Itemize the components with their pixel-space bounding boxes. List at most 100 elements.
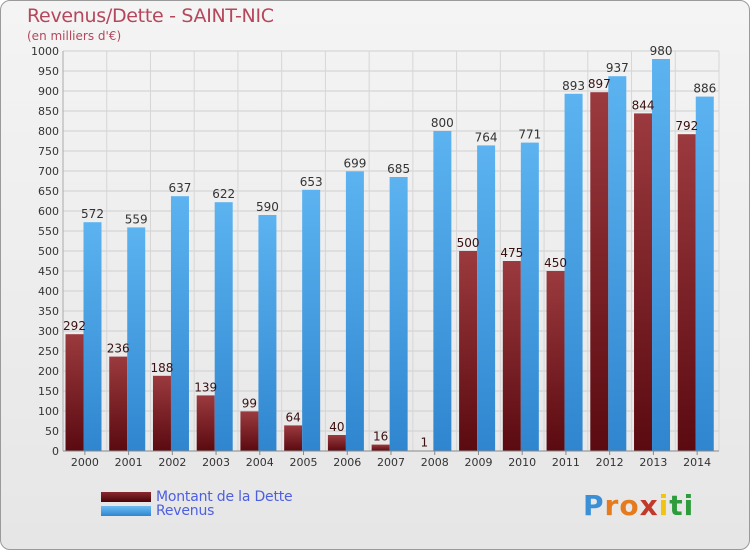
chart-title: Revenus/Dette - SAINT-NIC [27,5,274,27]
y-tick-label: 850 [38,105,59,118]
bar-revenue [652,59,671,451]
data-label-debt: 500 [457,236,480,250]
y-tick-label: 700 [38,165,59,178]
bar-revenue [477,145,496,451]
legend-swatch-debt [101,492,151,502]
x-tick-label: 2012 [596,456,624,469]
logo-letter: o [619,489,640,522]
legend-label-debt: Montant de la Dette [156,489,293,505]
y-tick-label: 350 [38,305,59,318]
x-tick-label: 2003 [202,456,230,469]
y-tick-label: 750 [38,145,59,158]
bar-revenue [695,96,714,451]
y-tick-label: 150 [38,385,59,398]
data-label-debt: 188 [151,361,174,375]
data-label-revenue: 800 [431,116,454,130]
data-label-debt: 40 [329,420,344,434]
bar-revenue [433,131,452,451]
bar-revenue [520,142,539,451]
logo-letter: r [604,489,620,522]
x-tick-label: 2001 [115,456,143,469]
bar-debt [284,425,303,451]
bar-revenue [214,202,233,451]
x-tick-label: 2002 [158,456,186,469]
x-tick-label: 2014 [683,456,711,469]
data-label-revenue: 886 [693,82,716,96]
data-label-debt: 292 [63,319,86,333]
data-label-debt: 897 [588,77,611,91]
data-label-debt: 99 [242,396,257,410]
y-tick-label: 550 [38,225,59,238]
bar-revenue [564,93,583,452]
data-label-debt: 844 [632,98,655,112]
bar-debt [327,435,346,451]
logo-letter: i [683,489,695,522]
x-tick-label: 2007 [377,456,405,469]
data-label-revenue: 980 [650,44,673,58]
x-tick-label: 2013 [639,456,667,469]
bar-debt [152,375,171,451]
data-label-debt: 450 [544,256,567,270]
data-label-revenue: 893 [562,79,585,93]
x-tick-label: 2008 [421,456,449,469]
y-tick-label: 500 [38,245,59,258]
data-label-revenue: 764 [475,130,498,144]
bar-revenue [389,177,408,451]
proxiti-logo: Proxiti [583,489,694,522]
y-tick-label: 50 [45,425,59,438]
data-label-debt: 64 [286,410,301,424]
y-tick-label: 650 [38,185,59,198]
bar-debt [502,261,521,451]
bar-revenue [345,171,364,451]
legend-item-debt: Montant de la Dette [101,489,293,505]
bar-revenue [127,227,146,451]
logo-letter: P [583,489,605,522]
data-label-revenue: 559 [125,212,148,226]
data-label-revenue: 937 [606,61,629,75]
y-tick-label: 900 [38,85,59,98]
data-label-revenue: 622 [212,187,235,201]
x-tick-label: 2009 [464,456,492,469]
bar-debt [546,271,565,451]
bar-debt [65,334,84,451]
x-tick-label: 2010 [508,456,536,469]
bar-revenue [170,196,189,451]
x-tick-label: 2006 [333,456,361,469]
y-tick-label: 1000 [31,45,59,58]
data-label-revenue: 590 [256,200,279,214]
bar-revenue [302,189,321,452]
y-tick-label: 400 [38,285,59,298]
bar-debt [196,395,215,451]
bar-debt [634,113,653,452]
y-tick-label: 450 [38,265,59,278]
data-label-revenue: 685 [387,162,410,176]
data-label-revenue: 653 [300,175,323,189]
bar-debt [109,356,128,451]
y-tick-label: 0 [52,445,59,458]
y-tick-label: 800 [38,125,59,138]
bar-debt [459,251,478,451]
data-label-revenue: 699 [343,156,366,170]
data-label-revenue: 771 [518,128,541,142]
data-label-debt: 236 [107,342,130,356]
logo-letter: t [669,489,684,522]
data-label-revenue: 637 [169,181,192,195]
logo-letter: x [639,489,659,522]
y-tick-label: 250 [38,345,59,358]
data-label-debt: 475 [500,246,523,260]
bar-debt [677,134,696,451]
bar-revenue [258,215,277,451]
y-tick-label: 950 [38,65,59,78]
x-tick-label: 2005 [290,456,318,469]
logo-letter: i [658,489,670,522]
y-tick-label: 200 [38,365,59,378]
bar-debt [371,444,390,451]
data-label-debt: 16 [373,430,388,444]
bar-revenue [608,76,627,451]
data-label-debt: 139 [194,380,217,394]
x-tick-label: 2004 [246,456,274,469]
legend-item-revenue: Revenus [101,503,214,519]
y-tick-label: 600 [38,205,59,218]
